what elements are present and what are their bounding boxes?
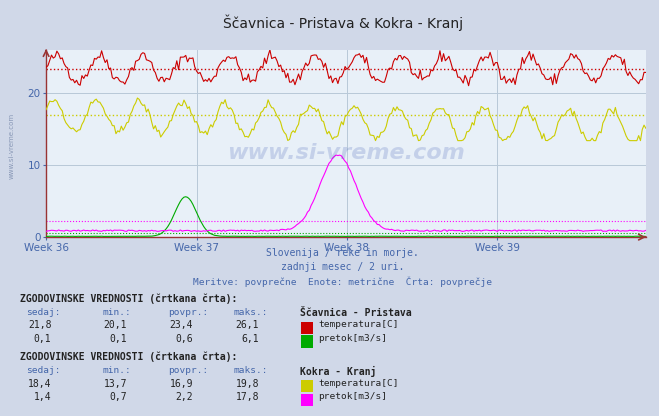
Text: www.si-vreme.com: www.si-vreme.com	[227, 143, 465, 163]
Text: Kokra - Kranj: Kokra - Kranj	[300, 366, 376, 377]
Text: www.si-vreme.com: www.si-vreme.com	[9, 113, 14, 178]
Text: temperatura[C]: temperatura[C]	[318, 320, 399, 329]
Text: 1,4: 1,4	[34, 392, 51, 402]
Text: pretok[m3/s]: pretok[m3/s]	[318, 392, 387, 401]
Text: zadnji mesec / 2 uri.: zadnji mesec / 2 uri.	[281, 262, 405, 272]
Text: 23,4: 23,4	[169, 320, 193, 330]
Text: Ščavnica - Pristava: Ščavnica - Pristava	[300, 308, 411, 318]
Text: min.:: min.:	[102, 308, 131, 317]
Text: sedaj:: sedaj:	[26, 366, 61, 375]
Text: Slovenija / reke in morje.: Slovenija / reke in morje.	[266, 248, 419, 258]
Text: povpr.:: povpr.:	[168, 308, 208, 317]
Text: maks.:: maks.:	[234, 366, 268, 375]
Text: 21,8: 21,8	[28, 320, 51, 330]
Text: pretok[m3/s]: pretok[m3/s]	[318, 334, 387, 343]
Text: 26,1: 26,1	[235, 320, 259, 330]
Text: maks.:: maks.:	[234, 308, 268, 317]
Text: temperatura[C]: temperatura[C]	[318, 379, 399, 388]
Text: 16,9: 16,9	[169, 379, 193, 389]
Text: sedaj:: sedaj:	[26, 308, 61, 317]
Text: 0,6: 0,6	[175, 334, 193, 344]
Text: 6,1: 6,1	[241, 334, 259, 344]
Text: 20,1: 20,1	[103, 320, 127, 330]
Text: 13,7: 13,7	[103, 379, 127, 389]
Text: 17,8: 17,8	[235, 392, 259, 402]
Text: 0,1: 0,1	[34, 334, 51, 344]
Text: 18,4: 18,4	[28, 379, 51, 389]
Text: ZGODOVINSKE VREDNOSTI (črtkana črta):: ZGODOVINSKE VREDNOSTI (črtkana črta):	[20, 293, 237, 304]
Text: 0,7: 0,7	[109, 392, 127, 402]
Text: 2,2: 2,2	[175, 392, 193, 402]
Text: ZGODOVINSKE VREDNOSTI (črtkana črta):: ZGODOVINSKE VREDNOSTI (črtkana črta):	[20, 352, 237, 362]
Text: min.:: min.:	[102, 366, 131, 375]
Text: povpr.:: povpr.:	[168, 366, 208, 375]
Text: 19,8: 19,8	[235, 379, 259, 389]
Text: Meritve: povprečne  Enote: metrične  Črta: povprečje: Meritve: povprečne Enote: metrične Črta:…	[193, 277, 492, 287]
Text: Ščavnica - Pristava & Kokra - Kranj: Ščavnica - Pristava & Kokra - Kranj	[223, 15, 463, 31]
Text: 0,1: 0,1	[109, 334, 127, 344]
